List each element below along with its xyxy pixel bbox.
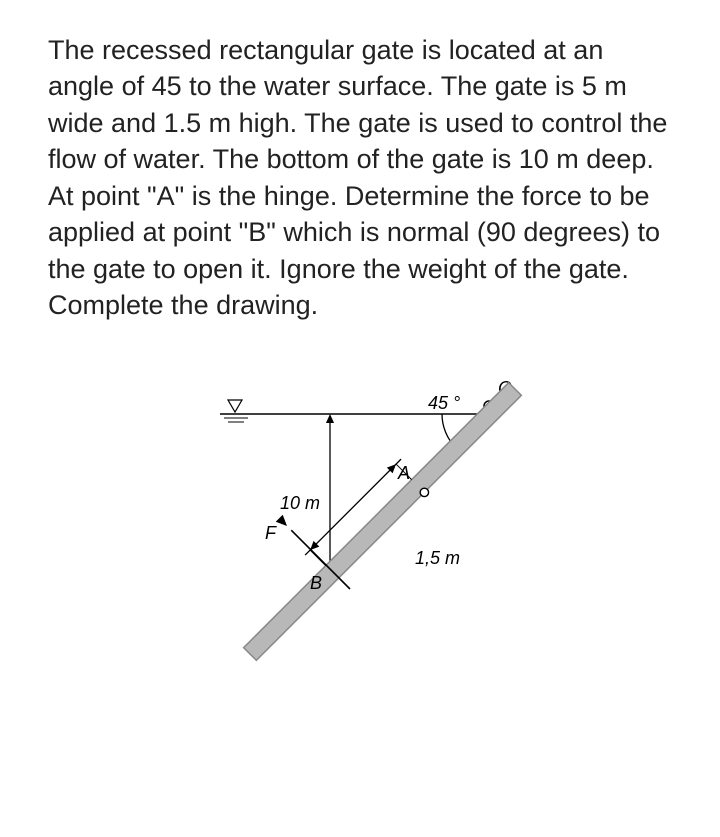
hinge-A (420, 488, 428, 496)
diagram-container: O45 °10 mAB1,5 mF (48, 364, 672, 744)
depth-label: 10 m (280, 493, 320, 513)
angle-label: 45 ° (428, 393, 460, 413)
gate-body (244, 382, 522, 660)
label-B: B (310, 573, 322, 593)
problem-statement: The recessed rectangular gate is located… (48, 32, 672, 324)
gate-length-label: 1,5 m (415, 548, 460, 568)
gate-diagram: O45 °10 mAB1,5 mF (160, 364, 560, 744)
force-label: F (265, 523, 277, 543)
label-A: A (397, 463, 410, 483)
